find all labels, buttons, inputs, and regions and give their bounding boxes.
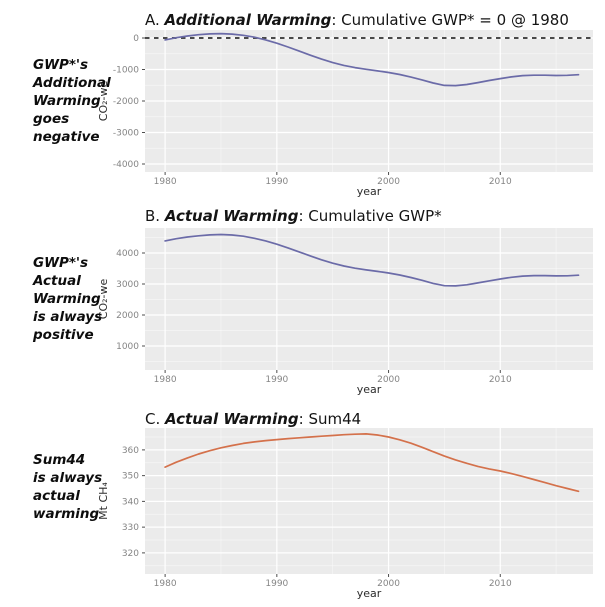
panel-a-title: A. Additional Warming: Cumulative GWP* =…: [145, 11, 569, 30]
x-tick-label: 2010: [489, 177, 512, 187]
panel-a-title-prefix: A.: [145, 11, 165, 29]
panel-c-title-emphasis: Actual Warming: [165, 410, 299, 428]
chart-panel-c: 1980 1990 2000 2010 360 350 340 330 320 year Mt CH…: [97, 428, 593, 600]
y-tick-label: -2000: [113, 97, 139, 107]
x-tick-label: 1980: [154, 579, 177, 589]
x-tick-label: 1990: [265, 177, 288, 187]
side-note-b: GWP*'s Actual Warming is always positive: [33, 255, 103, 343]
x-axis-title: year: [357, 185, 382, 198]
y-tick-label: 350: [122, 472, 139, 482]
panel-b-title: B. Actual Warming: Cumulative GWP*: [145, 207, 442, 226]
x-tick-label: 2000: [377, 375, 400, 385]
side-note-c: Sum44 is always actual warming: [33, 452, 103, 522]
x-tick-label: 2000: [377, 579, 400, 589]
x-axis-title: year: [357, 587, 382, 600]
data-series-line: [164, 233, 580, 287]
panel-c-title-suffix: : Sum44: [298, 410, 362, 428]
side-note-a: GWP*'s Additional Warming goes negative: [33, 57, 111, 145]
x-tick-label: 1980: [154, 375, 177, 385]
y-tick-label: 330: [122, 523, 139, 533]
panel-a-title-emphasis: Additional Warming: [164, 11, 332, 29]
y-tick-label: 340: [122, 497, 139, 507]
x-tick-label: 2010: [489, 579, 512, 589]
y-tick-label: -1000: [113, 66, 139, 76]
panel-b-title-prefix: B.: [145, 207, 165, 225]
chart-panel-a: 1980 1990 2000 2010 0 -1000 -2000 -3000 -4000 yea…: [97, 30, 593, 198]
panel-c-title-prefix: C.: [145, 410, 166, 428]
y-tick-label: 1000: [116, 342, 139, 352]
x-tick-label: 2000: [377, 177, 400, 187]
x-tick-label: 1990: [265, 579, 288, 589]
x-tick-label: 1990: [265, 375, 288, 385]
chart-panel-b: 1980 1990 2000 2010 4000 3000 2000 1000 year CO₂-…: [97, 228, 593, 396]
y-tick-label: 320: [122, 549, 139, 559]
y-axis-title: CO₂-we: [97, 81, 110, 122]
panel-a-title-suffix: : Cumulative GWP* = 0 @ 1980: [331, 11, 569, 29]
panel-c-title: C. Actual Warming: Sum44: [145, 410, 361, 429]
x-tick-label: 2010: [489, 375, 512, 385]
y-tick-label: -3000: [113, 128, 139, 138]
panel-b-title-emphasis: Actual Warming: [164, 207, 299, 225]
y-tick-label: -4000: [113, 160, 139, 170]
y-tick-label: 0: [133, 34, 139, 44]
y-tick-label: 3000: [116, 280, 139, 290]
y-tick-label: 4000: [116, 249, 139, 259]
data-series-line: [164, 433, 580, 493]
y-axis-title: Mt CH₄: [97, 482, 110, 520]
data-series-line: [164, 32, 580, 87]
x-axis-title: year: [357, 383, 382, 396]
y-axis-title: CO₂-we: [97, 279, 110, 320]
y-tick-label: 360: [122, 446, 139, 456]
plot-background: [145, 228, 593, 370]
x-tick-label: 1980: [154, 177, 177, 187]
y-tick-label: 2000: [116, 311, 139, 321]
panel-b-title-suffix: : Cumulative GWP*: [298, 207, 442, 225]
